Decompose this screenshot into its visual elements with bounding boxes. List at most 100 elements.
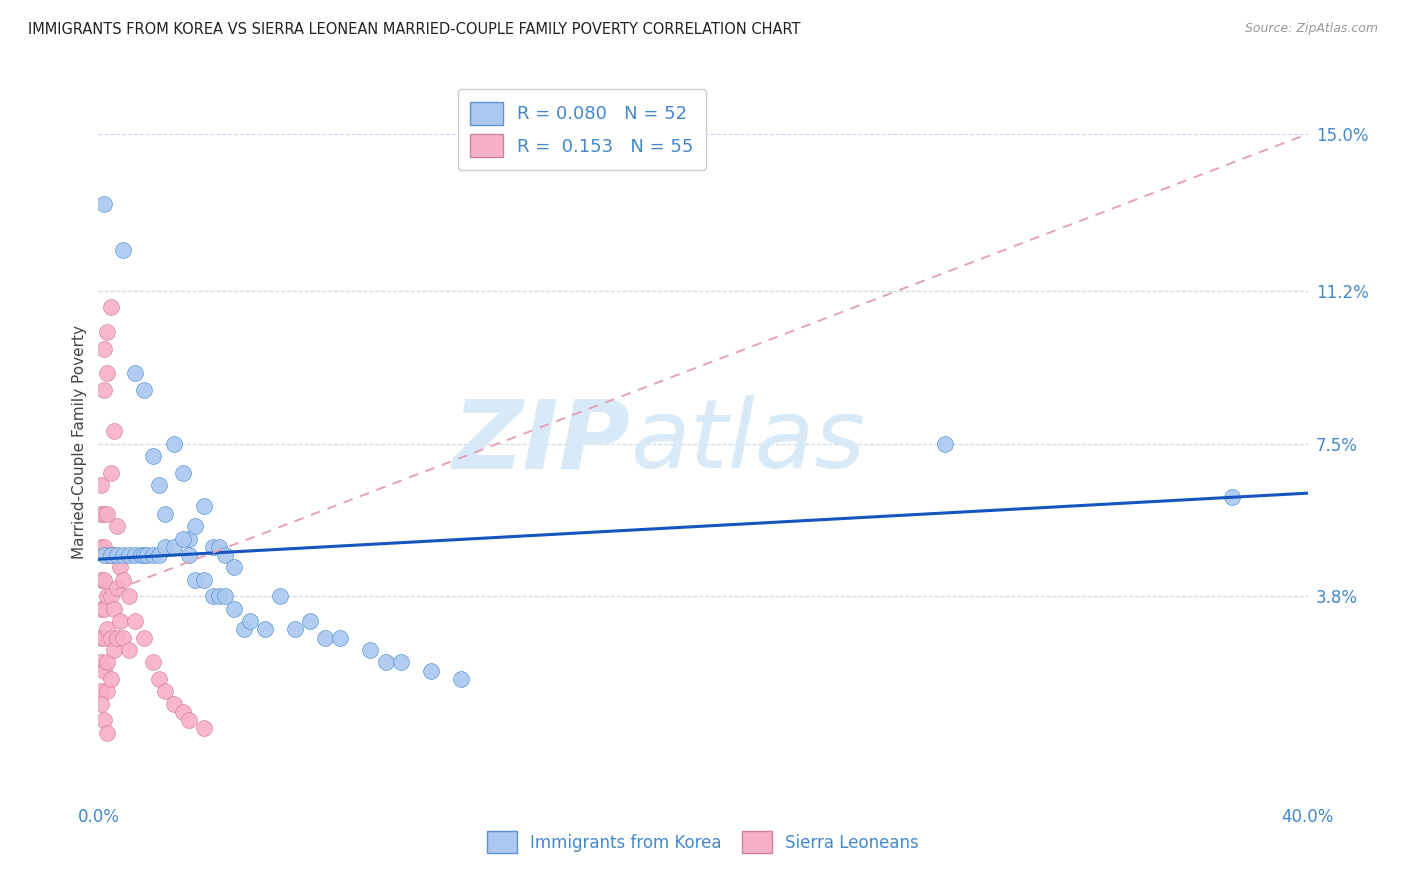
Point: [96, 725, 118, 739]
Point: [299, 614, 322, 628]
Point: [108, 560, 131, 574]
Point: [93, 507, 115, 521]
Point: [100, 548, 122, 562]
Text: IMMIGRANTS FROM KOREA VS SIERRA LEONEAN MARRIED-COUPLE FAMILY POVERTY CORRELATIO: IMMIGRANTS FROM KOREA VS SIERRA LEONEAN …: [28, 22, 800, 37]
Point: [118, 643, 141, 657]
Point: [93, 540, 115, 554]
Point: [103, 548, 125, 562]
Point: [142, 548, 165, 562]
Point: [105, 548, 128, 562]
Point: [90, 478, 112, 492]
Point: [100, 590, 122, 604]
Point: [153, 684, 176, 698]
Point: [135, 548, 157, 562]
Point: [96, 507, 118, 521]
Point: [172, 532, 194, 546]
Point: [90, 540, 112, 554]
Point: [224, 601, 246, 615]
Point: [420, 664, 443, 678]
Point: [232, 623, 254, 637]
Point: [90, 601, 112, 615]
Point: [93, 631, 115, 645]
Point: [184, 573, 207, 587]
Point: [132, 631, 155, 645]
Point: [179, 532, 201, 546]
Point: [96, 367, 118, 381]
Point: [374, 656, 396, 670]
Point: [224, 560, 246, 574]
Point: [105, 631, 128, 645]
Y-axis label: Married-Couple Family Poverty: Married-Couple Family Poverty: [72, 325, 87, 558]
Point: [124, 614, 146, 628]
Point: [93, 601, 115, 615]
Point: [90, 656, 112, 670]
Point: [179, 713, 201, 727]
Text: Source: ZipAtlas.com: Source: ZipAtlas.com: [1244, 22, 1378, 36]
Text: atlas: atlas: [630, 395, 866, 488]
Text: ZIP: ZIP: [453, 395, 630, 488]
Point: [132, 383, 155, 397]
Point: [163, 540, 186, 554]
Point: [96, 325, 118, 339]
Legend: Immigrants from Korea, Sierra Leoneans: Immigrants from Korea, Sierra Leoneans: [481, 825, 925, 860]
Point: [93, 573, 115, 587]
Point: [329, 631, 352, 645]
Point: [90, 697, 112, 711]
Point: [93, 713, 115, 727]
Point: [202, 590, 225, 604]
Point: [96, 656, 118, 670]
Point: [214, 590, 236, 604]
Point: [105, 581, 128, 595]
Point: [172, 466, 194, 480]
Point: [132, 548, 155, 562]
Point: [269, 590, 291, 604]
Point: [103, 424, 125, 438]
Point: [93, 548, 115, 562]
Point: [100, 301, 122, 315]
Point: [111, 573, 134, 587]
Point: [108, 614, 131, 628]
Point: [1220, 490, 1243, 504]
Point: [360, 643, 382, 657]
Point: [103, 643, 125, 657]
Point: [103, 601, 125, 615]
Point: [111, 548, 134, 562]
Point: [163, 436, 186, 450]
Point: [93, 197, 115, 211]
Point: [96, 590, 118, 604]
Point: [193, 499, 215, 513]
Point: [100, 548, 122, 562]
Point: [214, 548, 236, 562]
Point: [202, 540, 225, 554]
Point: [93, 383, 115, 397]
Point: [179, 548, 201, 562]
Point: [90, 684, 112, 698]
Point: [148, 548, 170, 562]
Point: [90, 631, 112, 645]
Point: [153, 540, 176, 554]
Point: [100, 672, 122, 686]
Point: [118, 590, 141, 604]
Point: [193, 722, 215, 736]
Point: [105, 519, 128, 533]
Point: [193, 573, 215, 587]
Point: [148, 672, 170, 686]
Point: [111, 243, 134, 257]
Point: [96, 623, 118, 637]
Point: [208, 540, 231, 554]
Point: [93, 664, 115, 678]
Point: [934, 436, 956, 450]
Point: [90, 507, 112, 521]
Point: [172, 705, 194, 719]
Point: [142, 449, 165, 463]
Point: [96, 548, 118, 562]
Point: [124, 367, 146, 381]
Point: [284, 623, 307, 637]
Point: [314, 631, 336, 645]
Point: [163, 697, 186, 711]
Point: [142, 656, 165, 670]
Point: [100, 631, 122, 645]
Point: [100, 466, 122, 480]
Point: [129, 548, 152, 562]
Point: [124, 548, 146, 562]
